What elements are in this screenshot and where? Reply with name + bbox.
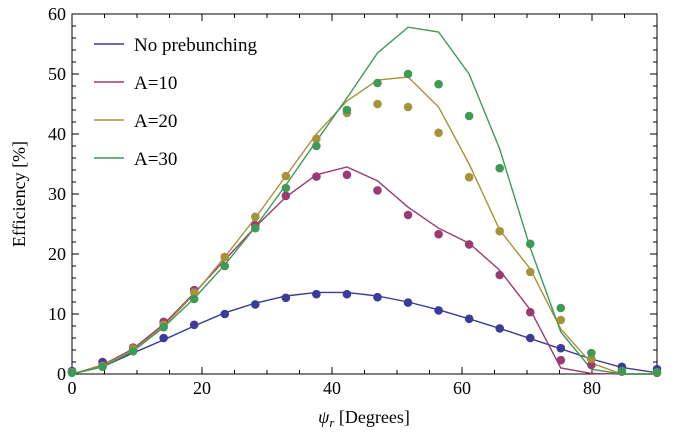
data-point <box>312 289 321 299</box>
y-tick-label: 60 <box>48 4 66 24</box>
data-point <box>556 303 566 313</box>
x-axis-label: ψr [Degrees] <box>318 407 410 430</box>
data-point <box>159 322 168 332</box>
data-point <box>220 309 230 319</box>
data-point <box>587 348 596 358</box>
data-point <box>312 141 321 151</box>
y-tick-label: 40 <box>48 124 66 144</box>
data-point <box>434 79 443 89</box>
y-tick-label: 30 <box>48 184 66 204</box>
legend-label-3: A=30 <box>134 149 177 170</box>
data-point <box>434 128 443 138</box>
data-point <box>434 306 443 315</box>
data-point <box>617 366 627 376</box>
data-point <box>525 239 535 249</box>
series-lines <box>71 26 658 375</box>
data-point <box>652 367 662 377</box>
data-point <box>403 298 413 307</box>
x-tick-label: 60 <box>453 378 471 398</box>
legend-label-0: No prebunching <box>134 35 257 56</box>
data-point <box>556 343 566 353</box>
data-point <box>525 333 535 343</box>
data-point <box>525 267 535 277</box>
legend-label-2: A=20 <box>134 111 177 132</box>
data-point <box>189 288 199 297</box>
data-point <box>128 346 138 356</box>
x-tick-label: 20 <box>193 378 211 398</box>
data-point <box>251 223 260 233</box>
y-tick-label: 20 <box>48 244 66 264</box>
data-point <box>281 171 291 181</box>
data-point <box>342 289 352 299</box>
data-point <box>556 315 566 325</box>
data-point <box>464 314 474 324</box>
data-point <box>403 102 413 112</box>
data-point <box>403 69 413 79</box>
data-point <box>464 240 474 249</box>
legend-label-1: A=10 <box>134 73 177 94</box>
data-point <box>312 134 321 144</box>
data-point <box>464 172 474 182</box>
data-point <box>342 170 352 180</box>
data-point <box>220 261 230 271</box>
y-tick-label: 10 <box>48 304 66 324</box>
data-point <box>495 324 505 333</box>
data-point <box>373 78 382 88</box>
data-point <box>159 333 168 343</box>
series-points <box>67 69 662 378</box>
x-tick-label: 80 <box>583 378 601 398</box>
data-point <box>495 270 505 280</box>
y-tick-labels: 0 10 20 30 40 50 60 <box>48 4 66 384</box>
data-point <box>434 229 443 239</box>
data-point <box>587 360 596 370</box>
data-point <box>403 210 413 220</box>
data-point <box>495 226 505 236</box>
data-point <box>189 320 199 330</box>
data-point <box>373 186 382 195</box>
series-line-3 <box>71 26 657 375</box>
x-tick-label: 40 <box>323 378 341 398</box>
x-tick-label: 0 <box>68 378 77 398</box>
y-axis-label: Efficiency [%] <box>9 141 29 247</box>
y-tick-label: 50 <box>48 64 66 84</box>
data-point <box>556 355 566 365</box>
data-point <box>281 293 291 303</box>
series-line-1 <box>71 166 657 375</box>
x-tick-labels: 0 20 40 60 80 <box>68 378 602 398</box>
data-point <box>587 354 596 364</box>
data-point <box>495 163 505 173</box>
data-point <box>373 99 382 109</box>
data-point <box>342 105 352 115</box>
data-point <box>251 300 260 309</box>
data-point <box>373 292 382 302</box>
data-point <box>281 183 291 193</box>
legend: No prebunching A=10 A=20 A=30 <box>94 35 257 170</box>
data-point <box>281 191 291 201</box>
data-point <box>312 172 321 181</box>
data-point <box>189 294 199 304</box>
data-point <box>67 368 77 378</box>
data-point <box>220 252 230 262</box>
data-point <box>251 212 260 222</box>
data-point <box>98 362 107 372</box>
y-tick-label: 0 <box>57 364 66 384</box>
series-line-0 <box>71 291 658 375</box>
data-point <box>464 111 474 121</box>
data-point <box>525 307 535 317</box>
